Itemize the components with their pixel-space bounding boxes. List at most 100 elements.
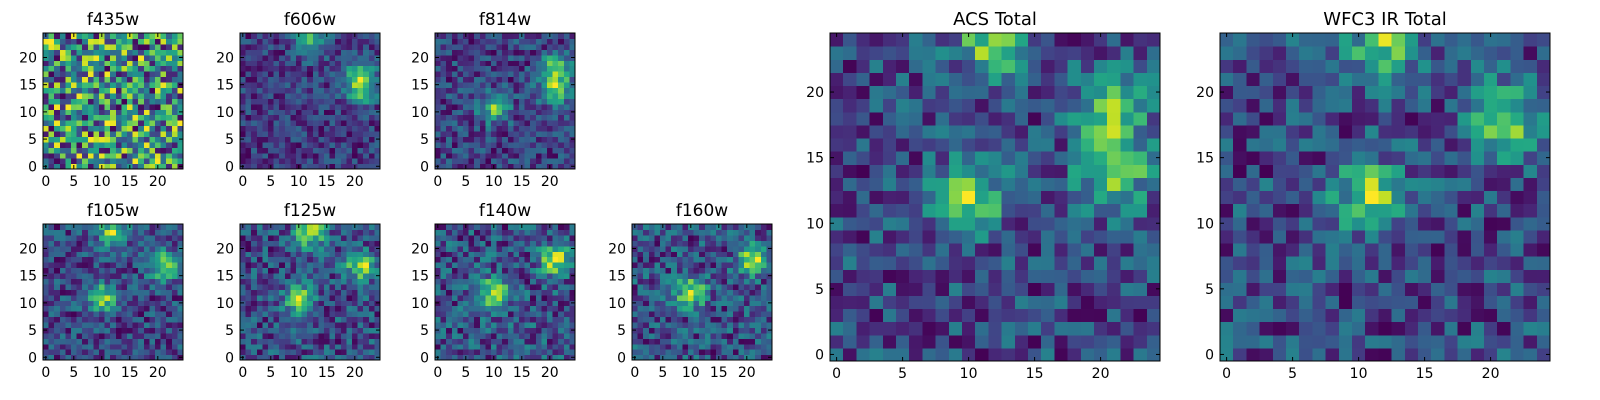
heatmap-cell bbox=[766, 294, 773, 301]
heatmap-cell bbox=[547, 305, 554, 312]
heatmap-cell bbox=[496, 332, 503, 339]
heatmap-cell bbox=[760, 311, 767, 318]
heatmap-cell bbox=[704, 300, 711, 307]
heatmap-cell bbox=[496, 163, 503, 170]
heatmap-cell bbox=[496, 38, 503, 45]
heatmap-cell bbox=[155, 305, 162, 312]
heatmap-cell bbox=[530, 316, 537, 323]
heatmap-cell bbox=[296, 109, 303, 116]
heatmap-cell bbox=[648, 338, 655, 345]
heatmap-cell bbox=[121, 87, 128, 94]
heatmap-cell bbox=[132, 54, 139, 61]
heatmap-cell bbox=[563, 251, 570, 258]
heatmap-cell bbox=[54, 327, 61, 334]
heatmap-cell bbox=[48, 71, 55, 78]
heatmap-cell bbox=[121, 240, 128, 247]
heatmap-cell bbox=[558, 278, 565, 285]
heatmap-cell bbox=[340, 256, 347, 263]
heatmap-cell bbox=[524, 49, 531, 56]
heatmap-cell bbox=[935, 256, 950, 270]
heatmap-cell bbox=[676, 229, 683, 236]
heatmap-cell bbox=[368, 43, 375, 50]
heatmap-cell bbox=[251, 49, 258, 56]
heatmap-cell bbox=[340, 87, 347, 94]
heatmap-cell bbox=[93, 60, 100, 67]
heatmap-cell bbox=[502, 49, 509, 56]
heatmap-cell bbox=[368, 283, 375, 290]
heatmap-cell bbox=[479, 98, 486, 105]
heatmap-cell bbox=[368, 278, 375, 285]
heatmap-cell bbox=[324, 327, 331, 334]
heatmap-cell bbox=[138, 152, 145, 159]
heatmap-cell bbox=[524, 278, 531, 285]
heatmap-cell bbox=[82, 114, 89, 121]
heatmap-cell bbox=[637, 354, 644, 361]
heatmap-cell bbox=[340, 54, 347, 61]
heatmap-cell bbox=[346, 141, 353, 148]
heatmap-cell bbox=[676, 289, 683, 296]
heatmap-cell bbox=[513, 283, 520, 290]
heatmap-cell bbox=[682, 294, 689, 301]
heatmap-cell bbox=[632, 251, 639, 258]
heatmap-cell bbox=[552, 332, 559, 339]
heatmap-cell bbox=[727, 234, 734, 241]
y-tick-label: 20 bbox=[411, 51, 429, 67]
heatmap-cell bbox=[474, 141, 481, 148]
heatmap-cell bbox=[744, 294, 751, 301]
heatmap-cell bbox=[727, 343, 734, 350]
heatmap-cell bbox=[569, 294, 576, 301]
heatmap-cell bbox=[245, 65, 252, 72]
heatmap-cell bbox=[143, 283, 150, 290]
heatmap-cell bbox=[637, 245, 644, 252]
heatmap-cell bbox=[507, 349, 514, 356]
heatmap-cell bbox=[346, 54, 353, 61]
heatmap-cell bbox=[160, 76, 167, 83]
heatmap-cell bbox=[307, 33, 314, 40]
heatmap-cell bbox=[284, 294, 291, 301]
y-tick-label: 10 bbox=[19, 296, 37, 312]
heatmap-cell bbox=[440, 49, 447, 56]
heatmap-cell bbox=[71, 234, 78, 241]
heatmap-cell bbox=[1041, 334, 1055, 349]
heatmap-cell bbox=[273, 311, 280, 318]
heatmap-cell bbox=[463, 152, 470, 159]
heatmap-cell bbox=[1041, 308, 1055, 323]
heatmap-cell bbox=[307, 130, 314, 137]
heatmap-cell bbox=[160, 234, 167, 241]
heatmap-cell bbox=[166, 114, 173, 121]
y-tick-label: 10 bbox=[411, 105, 429, 121]
heatmap-cell bbox=[374, 294, 381, 301]
heatmap-cell bbox=[563, 278, 570, 285]
heatmap-cell bbox=[1028, 295, 1042, 310]
heatmap-cell bbox=[721, 245, 728, 252]
heatmap-cell bbox=[268, 327, 275, 334]
heatmap-cell bbox=[177, 87, 184, 94]
heatmap-cell bbox=[1014, 229, 1029, 244]
heatmap-cell bbox=[346, 33, 353, 40]
heatmap-cell bbox=[704, 332, 711, 339]
heatmap-cell bbox=[1146, 177, 1161, 192]
heatmap-cell bbox=[524, 251, 531, 258]
heatmap-cell bbox=[507, 136, 514, 143]
heatmap-cell bbox=[909, 216, 923, 231]
heatmap-cell bbox=[766, 332, 773, 339]
heatmap-cell bbox=[104, 321, 111, 328]
heatmap-cell bbox=[558, 316, 565, 323]
heatmap-cell bbox=[329, 343, 336, 350]
heatmap-cell bbox=[59, 251, 66, 258]
heatmap-cell bbox=[363, 120, 370, 127]
heatmap-cell bbox=[262, 338, 269, 345]
heatmap-cell bbox=[115, 294, 122, 301]
heatmap-cell bbox=[256, 136, 263, 143]
heatmap-cell bbox=[127, 141, 134, 148]
heatmap-cell bbox=[374, 332, 381, 339]
y-tick-label: 5 bbox=[420, 323, 429, 339]
heatmap-cell bbox=[682, 316, 689, 323]
heatmap-cell bbox=[93, 43, 100, 50]
heatmap-cell bbox=[99, 130, 106, 137]
heatmap-cell bbox=[177, 262, 184, 269]
heatmap-cell bbox=[240, 283, 247, 290]
heatmap-cell bbox=[160, 71, 167, 78]
heatmap-cell bbox=[766, 267, 773, 274]
heatmap-cell bbox=[251, 300, 258, 307]
